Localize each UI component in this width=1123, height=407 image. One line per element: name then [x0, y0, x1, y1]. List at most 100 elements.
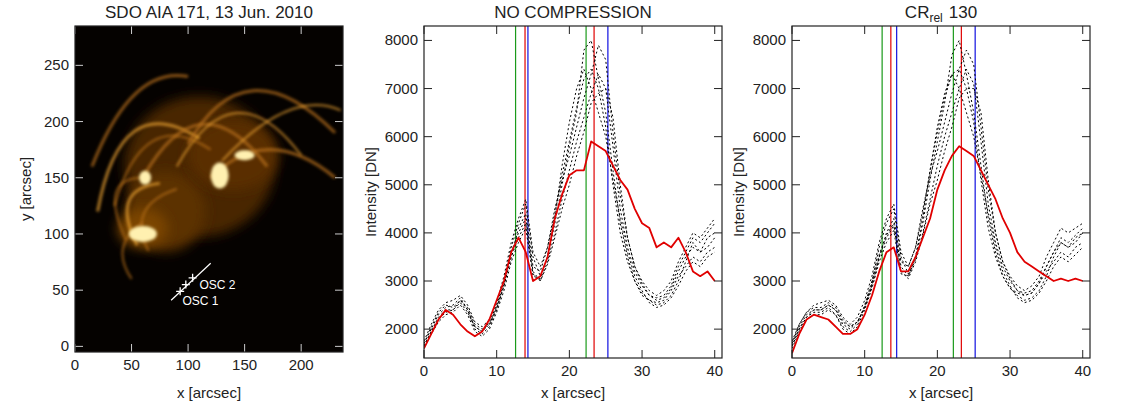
- y-tick: [792, 88, 800, 89]
- x-tick: [864, 350, 865, 358]
- y-tick-label: 6000: [385, 128, 418, 145]
- image-background: [75, 26, 343, 352]
- x-tick: [301, 26, 302, 34]
- x-tick: [569, 26, 570, 34]
- y-tick: [424, 184, 432, 185]
- axes: 050100150200050100150200250x [arcsec]y […: [17, 26, 344, 401]
- y-tick: [335, 121, 343, 122]
- title-subscript: rel: [929, 11, 942, 25]
- y-tick: [424, 232, 432, 233]
- x-tick-label: 150: [232, 356, 257, 373]
- x-tick-label: 10: [488, 362, 505, 379]
- x-tick: [642, 26, 643, 34]
- y-axis-title: Intensity [DN]: [362, 147, 379, 237]
- bright-spot: [139, 171, 151, 185]
- x-tick-label: 20: [561, 362, 578, 379]
- y-tick: [714, 329, 722, 330]
- x-tick-label: 30: [634, 362, 651, 379]
- profile-line-dotted: [424, 74, 715, 343]
- coronal-loop: [188, 90, 335, 144]
- axes: 0102030402000300040005000600070008000x […: [730, 26, 1092, 401]
- y-tick: [1082, 184, 1090, 185]
- profile-line: [424, 141, 715, 348]
- plot-area: [424, 26, 715, 358]
- figure: OSC 1OSC 2050100150200050100150200250x […: [0, 0, 1123, 407]
- slit-cross: [189, 274, 197, 282]
- annotation: OSC 1: [182, 294, 218, 308]
- profile-line-dotted: [424, 40, 715, 346]
- x-tick: [714, 26, 715, 34]
- profile-line-dotted: [792, 74, 1083, 348]
- x-axis-title: x [arcsec]: [177, 384, 241, 401]
- y-tick: [792, 136, 800, 137]
- panel-title: CRrel130: [905, 3, 977, 25]
- title-main: CR: [905, 3, 930, 22]
- y-tick-label: 0: [61, 337, 69, 354]
- bright-spot: [129, 226, 157, 242]
- y-tick: [1082, 232, 1090, 233]
- x-tick: [496, 26, 497, 34]
- y-tick: [714, 184, 722, 185]
- y-axis-title: Intensity [DN]: [730, 147, 747, 237]
- panel-title: NO COMPRESSION: [494, 3, 652, 22]
- bright-spot: [235, 150, 255, 160]
- y-tick: [714, 88, 722, 89]
- reference-line: [515, 26, 516, 358]
- y-tick: [424, 40, 432, 41]
- y-tick-label: 150: [44, 169, 69, 186]
- x-tick: [937, 26, 938, 34]
- annotation: OSC 2: [199, 278, 235, 292]
- y-tick-label: 8000: [753, 31, 786, 48]
- x-tick-label: 20: [929, 362, 946, 379]
- x-tick-label: 0: [71, 356, 79, 373]
- coronal-loop: [92, 75, 188, 166]
- y-tick: [75, 121, 83, 122]
- x-tick: [301, 344, 302, 352]
- coronal-loop: [143, 124, 267, 178]
- x-tick: [131, 26, 132, 34]
- y-tick: [75, 290, 83, 291]
- x-tick-label: 30: [1002, 362, 1019, 379]
- y-tick-label: 2000: [753, 320, 786, 337]
- reference-line: [527, 26, 528, 358]
- x-tick-label: 200: [289, 356, 314, 373]
- x-tick-label: 40: [706, 362, 723, 379]
- y-tick: [335, 233, 343, 234]
- y-tick-label: 7000: [385, 80, 418, 97]
- x-tick: [569, 350, 570, 358]
- y-tick-label: 200: [44, 113, 69, 130]
- y-tick: [792, 281, 800, 282]
- reference-line: [524, 26, 525, 358]
- x-tick-label: 0: [788, 362, 796, 379]
- axes: 0102030402000300040005000600070008000x […: [362, 26, 724, 401]
- plot-frame: [792, 26, 1090, 358]
- y-tick-label: 6000: [753, 128, 786, 145]
- y-tick-label: 3000: [753, 272, 786, 289]
- x-tick: [1082, 26, 1083, 34]
- x-tick: [937, 350, 938, 358]
- y-tick: [714, 40, 722, 41]
- y-tick-label: 4000: [753, 224, 786, 241]
- bright-spot: [211, 163, 229, 189]
- x-axis-title: x [arcsec]: [909, 384, 973, 401]
- profile-line-dotted: [424, 89, 715, 346]
- y-tick-label: 4000: [385, 224, 418, 241]
- coronal-loop: [177, 113, 301, 167]
- y-tick: [792, 329, 800, 330]
- y-tick: [792, 40, 800, 41]
- y-tick: [1082, 88, 1090, 89]
- y-tick: [1082, 40, 1090, 41]
- plot-frame: [75, 26, 343, 352]
- y-tick: [792, 232, 800, 233]
- x-tick: [188, 344, 189, 352]
- y-tick: [335, 346, 343, 347]
- y-tick-label: 50: [52, 281, 69, 298]
- y-tick-label: 100: [44, 225, 69, 242]
- reference-line: [890, 26, 891, 358]
- x-axis-title: x [arcsec]: [541, 384, 605, 401]
- plot-area: [75, 26, 343, 352]
- y-tick: [424, 329, 432, 330]
- x-tick: [1010, 26, 1011, 34]
- x-tick: [864, 26, 865, 34]
- y-tick: [792, 184, 800, 185]
